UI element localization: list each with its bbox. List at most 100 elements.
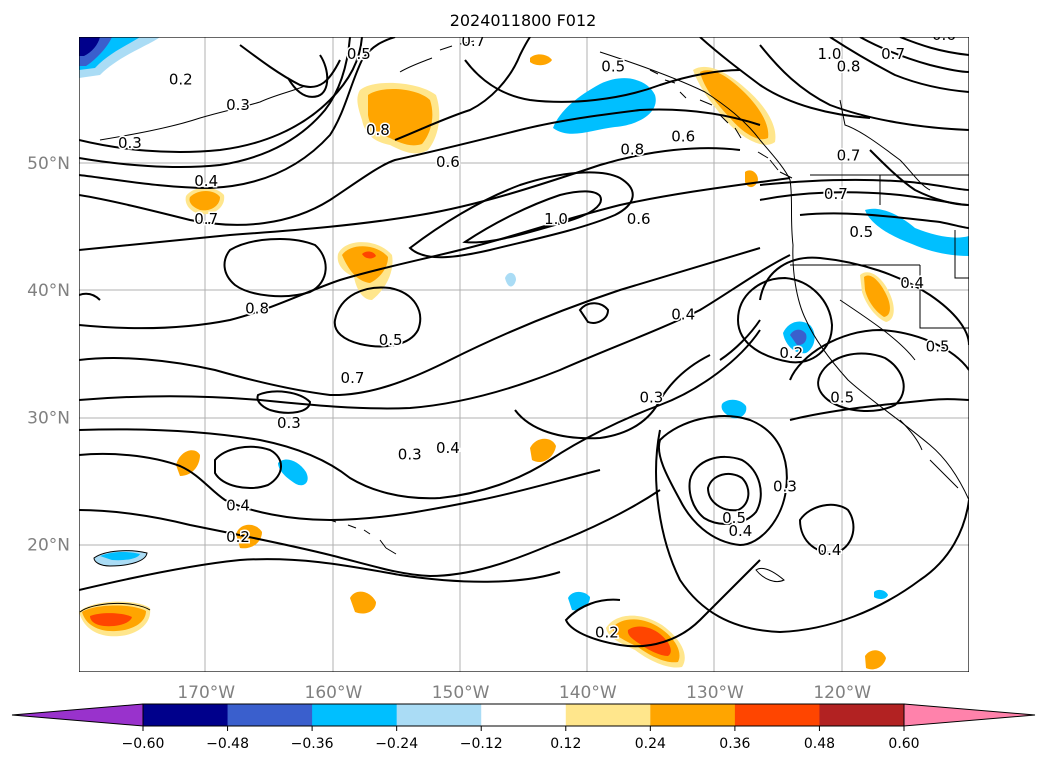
longitude-label: 140°W bbox=[559, 683, 617, 703]
contour-label: 0.7 bbox=[881, 45, 905, 63]
contour-label: 0.3 bbox=[639, 388, 663, 406]
colorbar-tick-label: 0.12 bbox=[550, 736, 581, 752]
contour-lines bbox=[79, 37, 969, 648]
longitude-labels: 170°W 160°W 150°W 140°W 130°W 120°W bbox=[177, 683, 871, 703]
positive-anomaly-area bbox=[176, 450, 200, 476]
positive-anomaly-area bbox=[189, 191, 220, 211]
colorbar-extend-high bbox=[903, 703, 1036, 727]
colorbar-tick-label: 0.36 bbox=[719, 736, 750, 752]
positive-anomaly-area bbox=[90, 613, 132, 627]
negative-anomaly-area bbox=[505, 272, 516, 287]
colorbar-outline bbox=[142, 703, 905, 727]
colorbar-segment bbox=[227, 704, 313, 726]
contour-label: 0.5 bbox=[849, 223, 873, 241]
negative-anomaly-area bbox=[278, 459, 308, 486]
latitude-labels: 50°N 40°N 30°N 20°N bbox=[27, 154, 70, 556]
positive-anomaly-area bbox=[865, 650, 886, 670]
latitude-label: 50°N bbox=[27, 154, 70, 174]
colorbar-tick-label: 0.24 bbox=[635, 736, 666, 752]
longitude-label: 130°W bbox=[686, 683, 744, 703]
latitude-label: 40°N bbox=[27, 281, 70, 301]
negative-anomaly-area bbox=[100, 551, 140, 561]
colorbar-segment bbox=[481, 704, 567, 726]
contour-label: 0.3 bbox=[773, 477, 797, 495]
positive-anomaly-area bbox=[864, 275, 890, 317]
contour-label: 0.3 bbox=[226, 96, 250, 114]
contour-label: 0.8 bbox=[620, 140, 644, 158]
negative-anomaly-area bbox=[79, 37, 100, 56]
contour-label: 0.2 bbox=[779, 344, 803, 362]
contour-label: 0.3 bbox=[277, 414, 301, 432]
colorbar-tick-label: −0.12 bbox=[460, 736, 503, 752]
contour-label: 0.7 bbox=[837, 147, 861, 165]
colorbar-segment bbox=[819, 704, 905, 726]
colorbar: −0.60 −0.48 −0.36 −0.24 −0.12 0.12 0.24 0.36 0.4… bbox=[11, 703, 1036, 752]
contour-label: 0.4 bbox=[900, 274, 924, 292]
colorbar-segment bbox=[650, 704, 736, 726]
contour-label: 0.8 bbox=[837, 58, 861, 76]
contour-label: 0.5 bbox=[601, 58, 625, 76]
map-title: 2024011800 F012 bbox=[450, 11, 597, 30]
colorbar-segment bbox=[143, 704, 229, 726]
negative-anomaly-area bbox=[790, 329, 807, 346]
contour-label: 0.7 bbox=[461, 32, 485, 50]
contour-label: 0.3 bbox=[118, 134, 142, 152]
contour-label: 0.5 bbox=[722, 509, 746, 527]
longitude-label: 120°W bbox=[813, 683, 871, 703]
contour-label: 0.8 bbox=[366, 121, 390, 139]
colorbar-tick-label: −0.24 bbox=[375, 736, 418, 752]
contour-label: 0.2 bbox=[226, 528, 250, 546]
positive-anomaly-area bbox=[342, 246, 388, 283]
colorbar-segment bbox=[312, 704, 398, 726]
colorbar-extend-low bbox=[11, 703, 144, 727]
contour-label: 0.5 bbox=[830, 388, 854, 406]
contour-label: 0.4 bbox=[194, 172, 218, 190]
colorbar-tick-label: −0.48 bbox=[206, 736, 249, 752]
negative-anomaly-area bbox=[874, 589, 888, 600]
contour-label: 0.5 bbox=[347, 45, 371, 63]
longitude-label: 170°W bbox=[177, 683, 235, 703]
contour-label: 0.7 bbox=[194, 210, 218, 228]
contour-label: 0.6 bbox=[932, 26, 956, 44]
contour-label: 0.4 bbox=[436, 439, 460, 457]
contour-label: 0.4 bbox=[671, 306, 695, 324]
latitude-label: 30°N bbox=[27, 408, 70, 428]
contour-label: 0.5 bbox=[379, 331, 403, 349]
contour-label: 0.4 bbox=[818, 541, 842, 559]
positive-anomaly-area bbox=[627, 626, 671, 656]
colorbar-segment bbox=[565, 704, 651, 726]
longitude-label: 160°W bbox=[305, 683, 363, 703]
positive-anomaly-area bbox=[530, 438, 556, 463]
colorbar-tick-label: −0.36 bbox=[291, 736, 334, 752]
latitude-label: 20°N bbox=[27, 536, 70, 556]
map-panel: 0.50.30.20.30.80.70.40.70.60.50.80.61.0 0… bbox=[79, 26, 969, 672]
colorbar-segment bbox=[734, 704, 820, 726]
contour-label: 1.0 bbox=[544, 210, 568, 228]
contour-label: 0.4 bbox=[729, 522, 753, 540]
contour-label: 0.2 bbox=[595, 624, 619, 642]
contour-label: 0.6 bbox=[436, 153, 460, 171]
contour-label: 1.0 bbox=[818, 45, 842, 63]
contour-label: 0.6 bbox=[671, 128, 695, 146]
colorbar-tick-label: 0.48 bbox=[804, 736, 835, 752]
negative-anomaly-area bbox=[553, 78, 656, 134]
contour-labels: 0.50.30.20.30.80.70.40.70.60.50.80.61.0 0… bbox=[116, 26, 957, 643]
contour-label: 0.7 bbox=[341, 369, 365, 387]
contour-label: 0.7 bbox=[824, 185, 848, 203]
contour-label: 0.6 bbox=[627, 210, 651, 228]
longitude-label: 150°W bbox=[432, 683, 490, 703]
colorbar-tick-label: 0.60 bbox=[888, 736, 919, 752]
contour-label: 0.5 bbox=[926, 337, 950, 355]
negative-anomaly-area bbox=[865, 208, 969, 256]
positive-anomaly-area bbox=[530, 54, 552, 66]
contour-label: 0.2 bbox=[169, 70, 193, 88]
contour-label: 0.4 bbox=[226, 496, 250, 514]
contour-label: 0.3 bbox=[398, 446, 422, 464]
negative-anomaly-area bbox=[721, 399, 747, 419]
positive-anomaly-area bbox=[350, 591, 376, 614]
positive-anomaly-area bbox=[362, 251, 376, 259]
colorbar-segment bbox=[396, 704, 482, 726]
coastlines bbox=[79, 40, 969, 613]
contour-label: 0.8 bbox=[245, 299, 269, 317]
